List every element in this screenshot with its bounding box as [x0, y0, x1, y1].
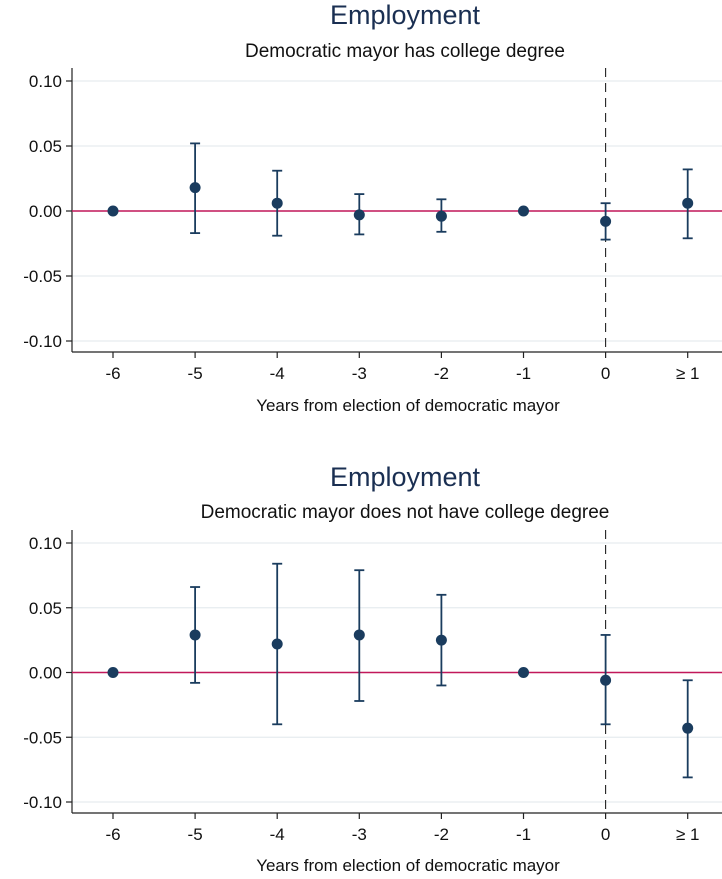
- data-point: [353, 629, 365, 641]
- x-tick-label: -5: [188, 825, 203, 844]
- x-tick-label: -5: [188, 364, 203, 383]
- data-point: [189, 182, 201, 194]
- data-point: [189, 629, 201, 641]
- data-point: [682, 722, 694, 734]
- y-tick-label: 0.10: [29, 534, 62, 553]
- data-point: [107, 205, 119, 217]
- data-point: [271, 638, 283, 650]
- y-tick-label: -0.10: [23, 793, 62, 812]
- data-point: [682, 197, 694, 209]
- x-axis-label: Years from election of democratic mayor: [256, 396, 560, 415]
- y-tick-label: 0.05: [29, 599, 62, 618]
- y-tick-label: 0.00: [29, 202, 62, 221]
- panel-bottom: Employment Democratic mayor does not hav…: [23, 462, 722, 875]
- data-point: [600, 674, 612, 686]
- x-tick-label: -1: [516, 364, 531, 383]
- x-tick-label: -4: [270, 364, 285, 383]
- y-tick-label: 0.10: [29, 72, 62, 91]
- panel-title: Employment: [330, 462, 481, 492]
- x-axis-label: Years from election of democratic mayor: [256, 856, 560, 875]
- x-tick-label: -4: [270, 825, 285, 844]
- panel-subtitle: Democratic mayor has college degree: [245, 41, 565, 62]
- x-tick-label: 0: [601, 364, 610, 383]
- data-point: [518, 667, 529, 678]
- data-point: [107, 667, 119, 678]
- y-tick-label: 0.00: [29, 664, 62, 683]
- data-point: [600, 215, 612, 227]
- x-tick-label: -2: [434, 825, 449, 844]
- x-tick-label: -6: [105, 825, 120, 844]
- plot-area: 0.10 0.05 0.00 -0.05 -0.10 -6 -5 -4 -3 -2 -1 0 ≥ 1: [23, 68, 722, 383]
- data-point: [271, 197, 283, 209]
- panel-top: Employment Democratic mayor has college …: [23, 0, 722, 415]
- x-tick-label: -2: [434, 364, 449, 383]
- data-point: [435, 210, 447, 222]
- data-point: [353, 209, 365, 221]
- x-tick-label: 0: [601, 825, 610, 844]
- x-tick-label: -3: [352, 825, 367, 844]
- panel-title: Employment: [330, 0, 481, 30]
- data-point: [435, 634, 447, 646]
- plot-area: 0.10 0.05 0.00 -0.05 -0.10 -6 -5 -4 -3 -2 -1 0 ≥ 1: [23, 530, 722, 844]
- x-tick-label: -3: [352, 364, 367, 383]
- x-tick-label: ≥ 1: [676, 364, 700, 383]
- y-tick-label: -0.10: [23, 332, 62, 351]
- x-tick-label: -6: [105, 364, 120, 383]
- y-tick-label: 0.05: [29, 137, 62, 156]
- panel-subtitle: Democratic mayor does not have college d…: [201, 502, 610, 523]
- y-tick-label: -0.05: [23, 728, 62, 747]
- x-tick-label: ≥ 1: [676, 825, 700, 844]
- y-tick-label: -0.05: [23, 267, 62, 286]
- x-tick-label: -1: [516, 825, 531, 844]
- data-point: [518, 205, 529, 217]
